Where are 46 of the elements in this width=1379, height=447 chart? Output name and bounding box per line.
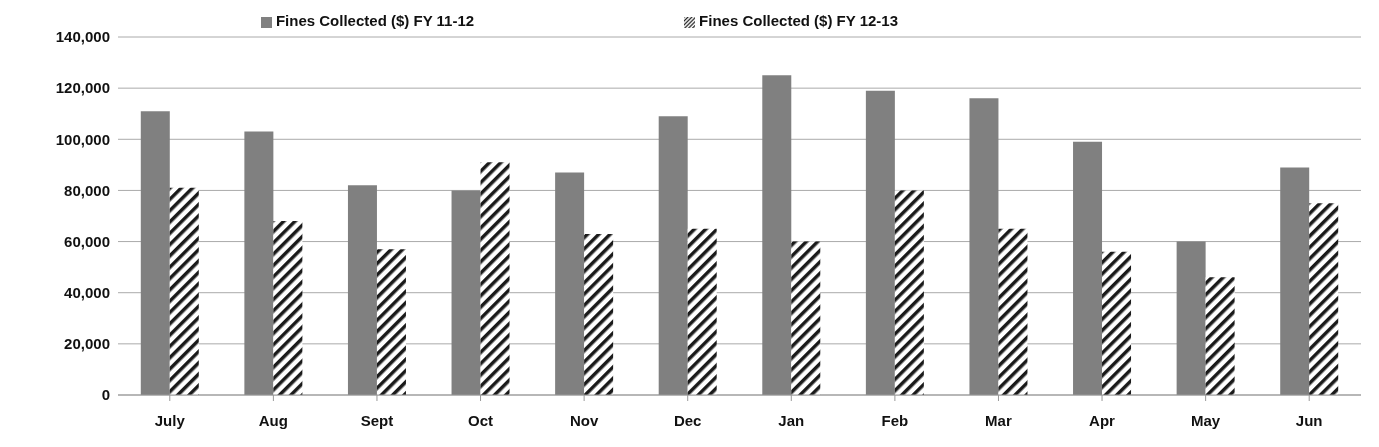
bar	[1280, 167, 1310, 395]
y-tick-label: 60,000	[64, 232, 110, 250]
x-tick-label: Aug	[258, 411, 288, 429]
bar	[347, 185, 377, 395]
bar	[376, 249, 406, 395]
y-tick-label: 40,000	[64, 284, 110, 302]
legend-label: Fines Collected ($) FY 12-13	[699, 12, 899, 29]
x-tick-label: Jan	[778, 411, 805, 429]
bar	[1205, 277, 1235, 395]
y-tick-label: 100,000	[55, 130, 110, 148]
bar	[555, 172, 585, 395]
bar	[169, 187, 199, 395]
bar	[658, 116, 688, 395]
bar	[791, 241, 821, 395]
x-tick-label: Dec	[673, 411, 702, 429]
bar	[894, 190, 924, 395]
x-tick-label: Mar	[985, 411, 1012, 429]
bar	[584, 233, 614, 395]
bar	[273, 221, 303, 395]
x-tick-label: Oct	[468, 411, 494, 429]
y-tick-label: 20,000	[64, 335, 110, 353]
x-tick-label: May	[1191, 411, 1221, 429]
x-tick-label: Nov	[569, 411, 599, 429]
x-tick-label: Sept	[360, 411, 394, 429]
bar	[244, 131, 274, 395]
bar	[998, 228, 1028, 395]
bar	[1176, 241, 1206, 395]
legend-label: Fines Collected ($) FY 11-12	[275, 12, 475, 29]
bar	[1309, 203, 1339, 395]
y-tick-label: 140,000	[55, 28, 110, 46]
bar	[687, 228, 717, 395]
y-tick-label: 120,000	[55, 79, 110, 97]
bar	[451, 190, 481, 395]
bar	[480, 162, 510, 395]
x-tick-label: Apr	[1089, 411, 1116, 429]
bar	[1073, 141, 1103, 395]
x-tick-label: Jun	[1295, 411, 1323, 429]
y-tick-label: 80,000	[64, 181, 110, 199]
x-tick-label: Feb	[881, 411, 909, 429]
bar	[1102, 251, 1132, 395]
y-tick-label: 0	[101, 386, 110, 404]
x-tick-label: July	[154, 411, 186, 429]
bar	[969, 98, 999, 395]
bar	[140, 111, 170, 395]
bar	[762, 75, 792, 395]
bar	[865, 90, 895, 395]
